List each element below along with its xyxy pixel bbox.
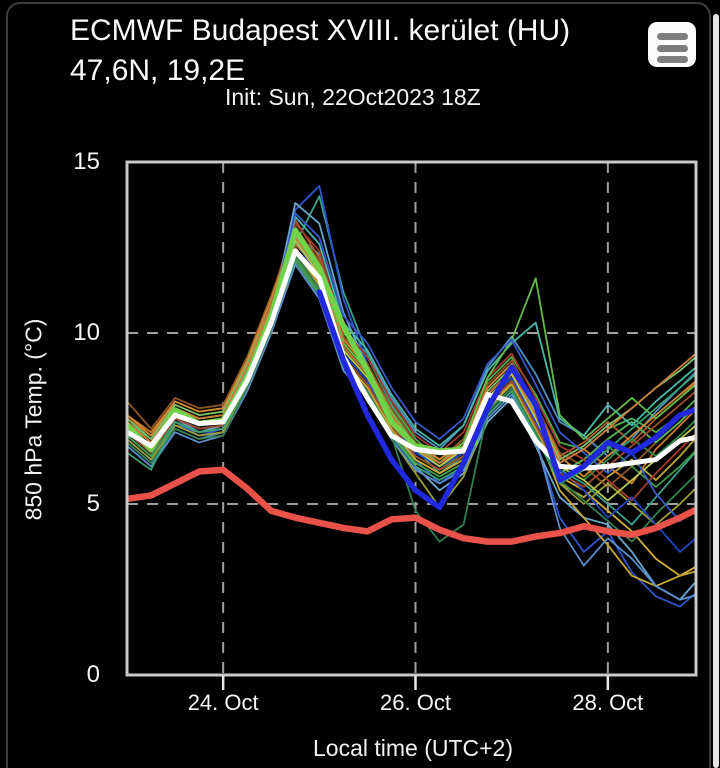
ensemble-member-line [127,260,696,485]
init-time-label: Init: Sun, 22Oct2023 18Z [225,84,481,110]
thick-red-climate-line [127,466,696,545]
menu-button[interactable] [648,22,696,67]
hamburger-bar [657,44,688,52]
page-title: ECMWF Budapest XVIII. kerület (HU) [70,14,571,47]
x-tick-label: 28. Oct [572,690,644,715]
y-axis-title: 850 hPa Temp. (°C) [20,318,47,521]
y-tick-label: 15 [73,148,100,175]
y-tick-label: 10 [73,319,100,346]
ensemble-member-line [127,253,696,543]
y-tick-label: 5 [86,490,100,517]
hamburger-icon [657,22,688,67]
plot-background [127,162,696,675]
hamburger-bar [657,56,688,63]
page-subtitle-coordinates: 47,6N, 19,2E [70,54,246,87]
y-tick-label: 0 [86,661,100,688]
x-tick-label: 26. Oct [380,690,451,715]
thick-white-ensemble-mean-line [127,248,696,471]
scrollbar[interactable] [713,14,719,768]
x-tick-label: 24. Oct [187,690,259,715]
hamburger-bar [657,33,688,40]
thick-blue-control-line [316,289,696,511]
ensemble-member-line [127,260,696,526]
x-axis-title: Local time (UTC+2) [312,735,514,761]
plot-frame [125,160,698,677]
